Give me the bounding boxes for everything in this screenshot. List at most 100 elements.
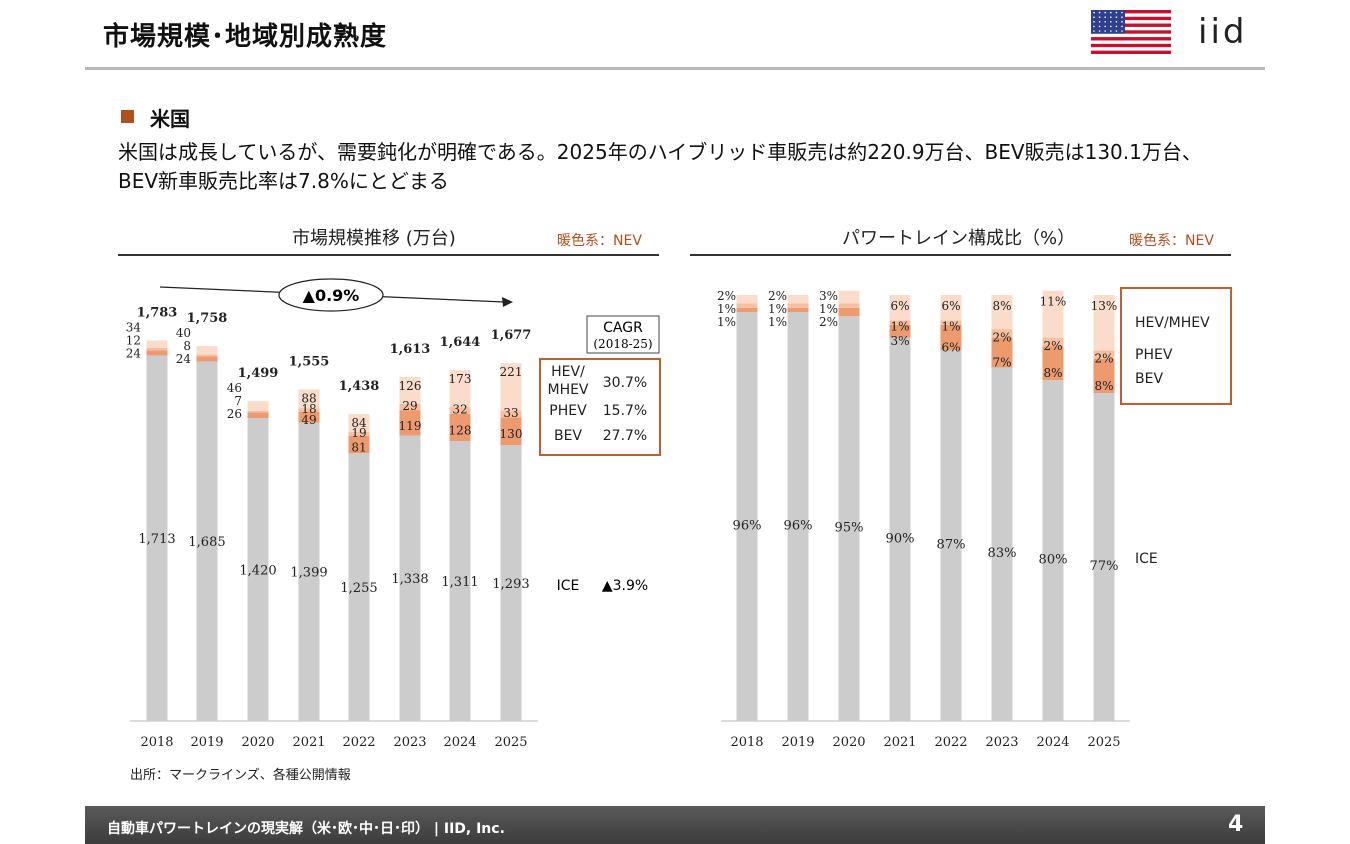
share-hev-label-2024: 11% bbox=[1040, 295, 1067, 309]
phev-label-2022: 19 bbox=[351, 426, 366, 440]
x-tick-2025: 2025 bbox=[494, 735, 527, 750]
ice-label-2024: 1,311 bbox=[441, 575, 478, 590]
bar-bev-2024 bbox=[449, 413, 471, 442]
bev-label-2025: 130 bbox=[500, 427, 523, 441]
share-bar-ice-2022 bbox=[940, 350, 962, 721]
bar-bev-2025 bbox=[500, 417, 522, 446]
share-hev-label-2020: 3% bbox=[819, 289, 838, 303]
bar-phev-2022 bbox=[348, 431, 370, 436]
legend-bev: BEV bbox=[1135, 371, 1163, 387]
bev-label-2024: 128 bbox=[449, 424, 472, 438]
share-hev-label-2018: 2% bbox=[717, 289, 736, 303]
total-label-2018: 1,783 bbox=[137, 306, 178, 321]
total-label-2019: 1,758 bbox=[187, 311, 228, 326]
bar-phev-2018 bbox=[146, 347, 168, 351]
bev-label-2018: 24 bbox=[126, 347, 142, 361]
bev-label-2020: 26 bbox=[227, 407, 242, 421]
ice-label-2022: 1,255 bbox=[340, 581, 377, 596]
ice-label-2023: 1,338 bbox=[391, 572, 428, 587]
market-size-chart: 20181,7831,71334122420191,7581,685408242… bbox=[126, 278, 661, 750]
share-bar-ice-2020 bbox=[838, 316, 860, 721]
footer-bar bbox=[85, 806, 1265, 844]
share-hev-label-2025: 13% bbox=[1091, 299, 1118, 313]
bar-bev-2019 bbox=[196, 356, 218, 362]
section-bullet-icon bbox=[121, 110, 134, 123]
bar-ice-2019 bbox=[196, 361, 218, 721]
bar-phev-2024 bbox=[449, 407, 471, 414]
share-bar-ice-2021 bbox=[889, 337, 911, 721]
share-x-tick-2023: 2023 bbox=[985, 735, 1018, 750]
bar-bev-2023 bbox=[399, 410, 421, 436]
share-bar-bev-2022 bbox=[940, 324, 962, 351]
left-chart-title: 市場規模推移 (万台) bbox=[292, 228, 456, 249]
section-title: 米国 bbox=[150, 107, 190, 131]
x-tick-2024: 2024 bbox=[443, 735, 476, 750]
ice-label-2020: 1,420 bbox=[239, 563, 276, 578]
bev-label-2023: 119 bbox=[399, 419, 422, 433]
share-x-tick-2018: 2018 bbox=[730, 735, 763, 750]
right-chart-note: 暖色系：NEV bbox=[1129, 233, 1214, 249]
bar-hev-mhev-2021 bbox=[298, 389, 320, 409]
share-bev-label-2018: 1% bbox=[717, 315, 736, 329]
share-bar-bev-2021 bbox=[889, 324, 911, 338]
total-label-2023: 1,613 bbox=[390, 342, 431, 357]
share-bar-phev-2019 bbox=[787, 303, 809, 308]
share-bar-ice-2019 bbox=[787, 312, 809, 721]
bar-hev-mhev-2024 bbox=[449, 370, 471, 408]
share-bar-phev-2021 bbox=[889, 320, 911, 325]
bar-bev-2020 bbox=[247, 412, 269, 418]
bev-label-2022: 81 bbox=[351, 441, 366, 455]
cagr-period: (2018-25) bbox=[593, 337, 652, 351]
bev-label-2019: 24 bbox=[176, 352, 192, 366]
us-flag-icon bbox=[1091, 10, 1171, 54]
hev-label-2025: 221 bbox=[500, 365, 523, 379]
cagr-ice-value: ▲3.9% bbox=[602, 578, 648, 594]
legend-ice: ICE bbox=[1135, 551, 1158, 567]
phev-label-2018: 12 bbox=[126, 334, 141, 348]
share-phev-label-2019: 1% bbox=[768, 302, 787, 316]
bar-bev-2018 bbox=[146, 350, 168, 356]
total-label-2021: 1,555 bbox=[289, 354, 330, 369]
page-number: 4 bbox=[1228, 812, 1244, 837]
share-bar-ice-2023 bbox=[991, 367, 1013, 721]
share-phev-label-2023: 2% bbox=[992, 330, 1011, 344]
share-bar-phev-2020 bbox=[838, 303, 860, 308]
share-phev-label-2021: 1% bbox=[890, 320, 909, 334]
cagr-box: CAGR (2018-25) HEV/MHEV 30.7% PHEV 15.7% BEV… bbox=[539, 315, 661, 594]
share-bar-bev-2025 bbox=[1093, 358, 1115, 393]
total-label-2020: 1,499 bbox=[238, 366, 279, 381]
left-chart-note: 暖色系：NEV bbox=[557, 233, 642, 249]
share-bar-phev-2025 bbox=[1093, 350, 1115, 359]
bar-hev-mhev-2023 bbox=[399, 376, 421, 404]
cagr-ice-name: ICE bbox=[557, 578, 580, 594]
hev-label-2022: 84 bbox=[351, 416, 367, 430]
bar-ice-2025 bbox=[500, 445, 522, 721]
share-bev-label-2022: 6% bbox=[941, 341, 960, 355]
share-bar-hev-mhev-2024 bbox=[1042, 290, 1064, 338]
nev-legend-box bbox=[1120, 287, 1232, 405]
share-bar-hev-mhev-2018 bbox=[736, 295, 758, 304]
share-bev-label-2019: 1% bbox=[768, 315, 787, 329]
cagr-row-value: 30.7% bbox=[603, 375, 647, 391]
share-phev-label-2024: 2% bbox=[1043, 339, 1062, 353]
bar-ice-2023 bbox=[399, 435, 421, 721]
left-chart-rule bbox=[118, 254, 659, 256]
bar-ice-2022 bbox=[348, 453, 370, 721]
share-ice-label-2021: 90% bbox=[886, 531, 915, 546]
company-logo: iid bbox=[1198, 12, 1248, 52]
phev-label-2021: 18 bbox=[301, 402, 316, 416]
share-x-tick-2024: 2024 bbox=[1036, 735, 1069, 750]
cagr-row-name: HEV/ bbox=[551, 364, 585, 380]
phev-label-2024: 32 bbox=[452, 403, 467, 417]
x-tick-2019: 2019 bbox=[190, 735, 223, 750]
share-bar-ice-2025 bbox=[1093, 392, 1115, 721]
x-tick-2023: 2023 bbox=[393, 735, 426, 750]
hev-label-2020: 46 bbox=[227, 381, 242, 395]
bar-ice-2021 bbox=[298, 422, 320, 721]
bar-phev-2019 bbox=[196, 354, 218, 357]
x-tick-2020: 2020 bbox=[241, 735, 274, 750]
bar-hev-mhev-2018 bbox=[146, 340, 168, 348]
cagr-title: CAGR bbox=[603, 320, 643, 336]
share-x-tick-2020: 2020 bbox=[832, 735, 865, 750]
bar-phev-2020 bbox=[247, 410, 269, 413]
